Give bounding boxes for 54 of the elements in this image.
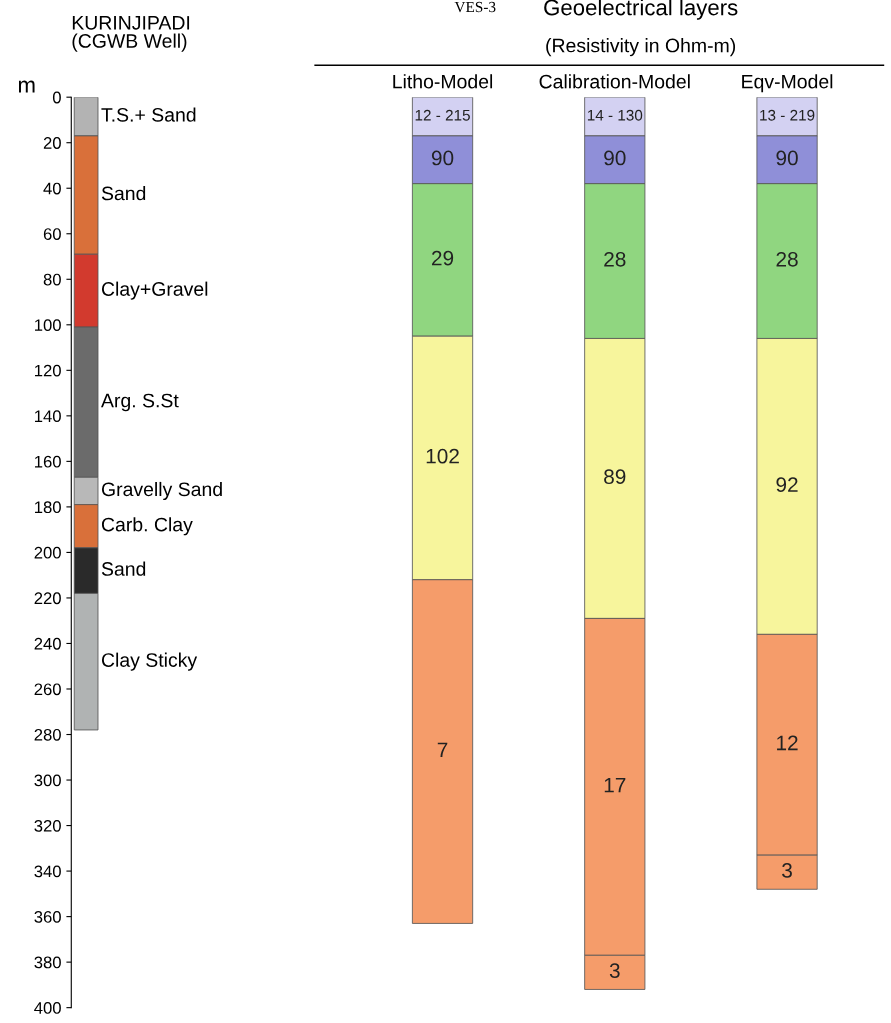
- annotation: 14 - 130: [587, 109, 643, 121]
- y-tick-label: 400: [34, 1002, 61, 1014]
- x-tick-label: Eqv-Model: [742, 74, 833, 93]
- series-label: Clay Sticky: [101, 652, 198, 671]
- y-tick-label: 300: [34, 774, 61, 787]
- series-label: Sand: [101, 186, 146, 201]
- annotation: 102: [426, 448, 459, 464]
- y-tick-label: 100: [35, 319, 61, 332]
- y-tick-label: 260: [34, 683, 61, 696]
- y-tick-label: 60: [43, 228, 61, 240]
- series-label: Clay+Gravel: [101, 281, 208, 300]
- y-tick-label: 40: [43, 182, 61, 195]
- annotation: 12 - 215: [415, 109, 470, 121]
- y-tick-label: 80: [43, 273, 61, 286]
- annotation: 3: [782, 863, 792, 878]
- annotation: 90: [604, 150, 626, 166]
- annotation: 89: [604, 469, 626, 485]
- y-tick-label: 320: [34, 819, 61, 832]
- annotation: 3: [609, 963, 620, 978]
- y-tick-label: 220: [34, 592, 61, 605]
- annotation: 28: [776, 251, 798, 267]
- y-tick-label: 240: [34, 637, 61, 650]
- series-label: T.S.+ Sand: [101, 107, 196, 122]
- y-tick-label: 20: [43, 137, 61, 149]
- annotation: 12: [777, 735, 798, 751]
- y-axis-title: m: [18, 80, 35, 93]
- y-tick-label: 280: [34, 728, 61, 741]
- text: VES-3: [454, 1, 496, 13]
- series-label: Arg. S.St: [101, 393, 179, 412]
- y-tick-label: 180: [35, 501, 61, 514]
- annotation: 29: [431, 250, 454, 266]
- x-tick-label: Calibration-Model: [539, 74, 690, 89]
- annotation: 17: [604, 777, 626, 793]
- y-tick-label: 380: [34, 956, 61, 969]
- y-tick-label: 360: [34, 911, 61, 923]
- series-label: Carb. Clay: [101, 517, 193, 536]
- series-label: Sand: [101, 561, 146, 576]
- annotation: 13 - 219: [760, 109, 815, 121]
- chart-title: Geoelectrical layers: [544, 0, 738, 20]
- annotation: 90: [431, 150, 454, 166]
- series-label: Gravelly Sand: [101, 481, 222, 501]
- annotation: 7: [437, 742, 448, 757]
- y-tick-label: 340: [34, 865, 61, 878]
- annotation: 92: [776, 477, 798, 492]
- y-tick-label: 120: [35, 364, 61, 377]
- x-tick-label: Litho-Model: [393, 74, 493, 89]
- annotation: 28: [604, 251, 626, 267]
- y-tick-label: 160: [35, 455, 61, 468]
- y-tick-label: 0: [52, 91, 61, 104]
- y-tick-label: 200: [34, 546, 61, 559]
- chart-title: KURINJIPADI (CGWB Well): [72, 16, 190, 52]
- annotation: 90: [776, 150, 798, 166]
- y-tick-label: 140: [35, 410, 61, 423]
- chart-subtitle: (Resistivity in Ohm-m): [546, 38, 736, 57]
